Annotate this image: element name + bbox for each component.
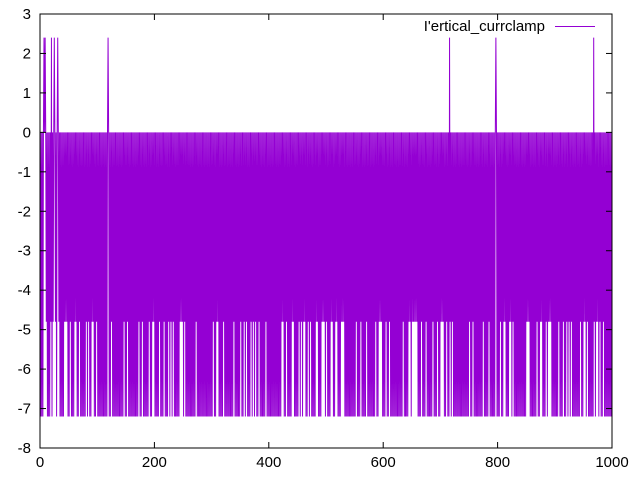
y-tick-label: 2: [23, 45, 31, 62]
y-tick-label: -7: [18, 401, 31, 418]
legend-label: I'ertical_currclamp: [424, 18, 545, 35]
y-tick-label: 1: [23, 85, 31, 102]
plot-data: [39, 37, 613, 417]
plot-frame: [39, 13, 613, 449]
y-tick-label: 3: [23, 6, 31, 23]
x-tick-label: 400: [256, 454, 281, 471]
x-tick-label: 1000: [595, 454, 628, 471]
x-tick-label: 800: [485, 454, 510, 471]
x-tick-label: 200: [142, 454, 167, 471]
y-tick-label: -3: [18, 243, 31, 260]
y-tick-label: -1: [18, 164, 31, 181]
y-tick-label: -4: [18, 282, 31, 299]
x-tick-label: 0: [36, 454, 44, 471]
x-tick-label: 600: [371, 454, 396, 471]
y-tick-label: -5: [18, 322, 31, 339]
y-tick-label: -8: [18, 440, 31, 457]
legend: I'ertical_currclamp: [424, 18, 595, 35]
y-tick-label: -2: [18, 203, 31, 220]
series-line: [39, 37, 613, 417]
y-tick-label: -6: [18, 361, 31, 378]
axes: 0 200 400 600 800 1000 -8 -7 -6 -5 -4 -3 -2 -1 0 1 2 3: [18, 6, 629, 471]
y-tick-label: 0: [23, 124, 31, 141]
